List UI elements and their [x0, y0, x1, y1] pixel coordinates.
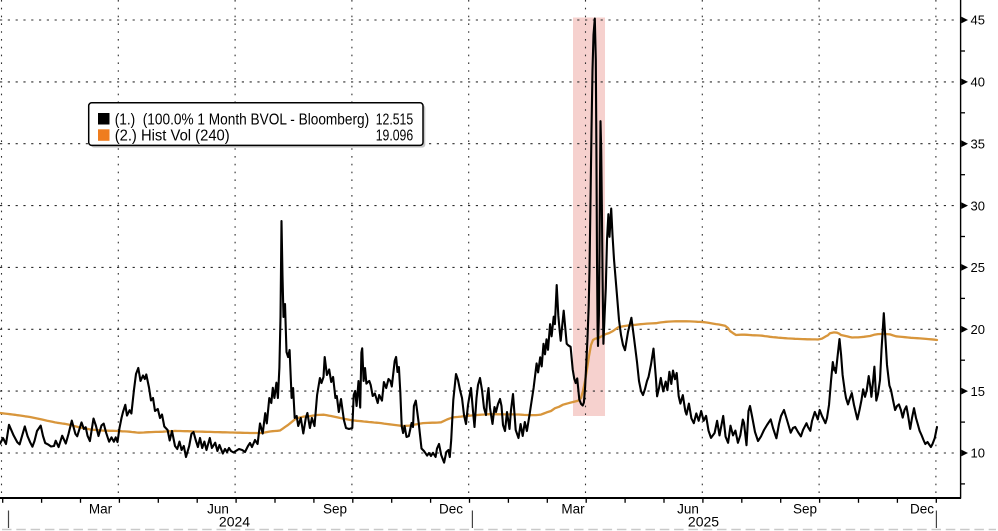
svg-text:Jun: Jun — [207, 502, 229, 517]
svg-text:2024: 2024 — [219, 514, 250, 530]
svg-text:35: 35 — [971, 136, 985, 151]
svg-text:10: 10 — [971, 446, 985, 461]
svg-text:Mar: Mar — [561, 502, 585, 517]
svg-text:Dec: Dec — [439, 502, 463, 517]
svg-text:Sep: Sep — [793, 502, 817, 517]
svg-text:(2.) Hist Vol (240): (2.) Hist Vol (240) — [115, 128, 230, 145]
svg-text:30: 30 — [971, 198, 985, 213]
svg-text:19.096: 19.096 — [376, 128, 414, 145]
svg-text:Dec: Dec — [910, 502, 934, 517]
svg-text:15: 15 — [971, 384, 985, 399]
svg-text:40: 40 — [971, 75, 985, 90]
svg-text:12.515: 12.515 — [376, 111, 414, 128]
svg-text:20: 20 — [971, 322, 985, 337]
svg-text:Mar: Mar — [89, 502, 113, 517]
svg-text:25: 25 — [971, 260, 985, 275]
svg-text:2025: 2025 — [688, 514, 719, 530]
svg-text:Sep: Sep — [323, 502, 347, 517]
svg-text:45: 45 — [971, 13, 985, 28]
svg-text:(1.) (100.0% 1 Month BVOL - B: (1.) (100.0% 1 Month BVOL - Bloomberg) — [115, 111, 370, 128]
svg-text:Jun: Jun — [677, 502, 699, 517]
